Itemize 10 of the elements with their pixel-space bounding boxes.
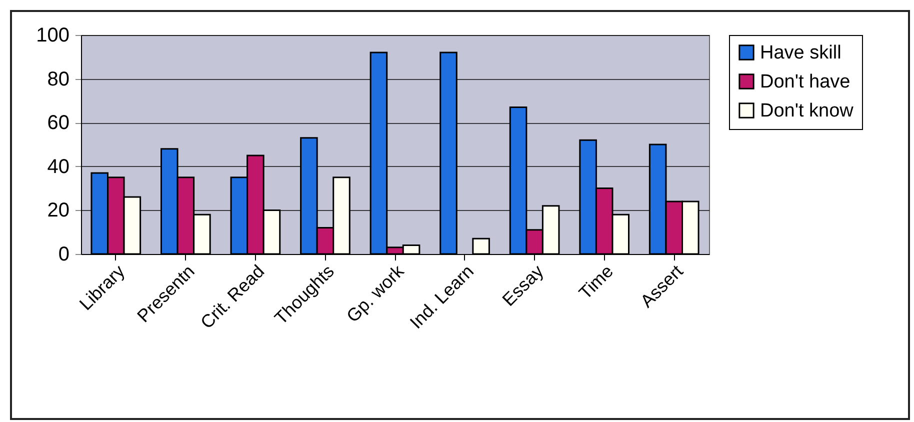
y-tick-label: 20 (47, 200, 70, 222)
y-tick-label: 40 (47, 156, 70, 178)
y-tick-label: 80 (47, 68, 70, 90)
x-tick-label: Time (575, 261, 618, 304)
y-tick-label: 100 (36, 24, 70, 46)
y-tick-label: 60 (47, 112, 70, 134)
legend-label: Don't know (760, 100, 854, 122)
legend-label: Have skill (760, 42, 842, 64)
y-tick-label: 0 (58, 244, 70, 266)
legend-label: Don't have (760, 72, 850, 92)
